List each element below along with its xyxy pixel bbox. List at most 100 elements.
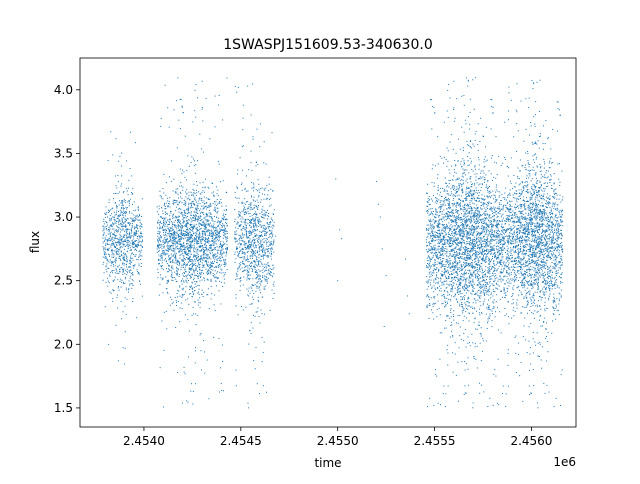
data-point bbox=[115, 236, 117, 238]
data-point bbox=[127, 245, 129, 247]
data-point bbox=[447, 344, 449, 346]
data-point bbox=[450, 250, 452, 252]
data-point bbox=[450, 308, 452, 310]
data-point bbox=[109, 229, 111, 231]
data-point bbox=[116, 231, 118, 233]
data-point bbox=[427, 192, 429, 194]
data-point bbox=[246, 273, 248, 275]
data-point bbox=[113, 198, 115, 200]
data-point bbox=[268, 270, 270, 272]
data-point bbox=[123, 234, 125, 236]
data-point bbox=[208, 398, 210, 400]
data-point bbox=[442, 244, 444, 246]
data-point bbox=[441, 261, 443, 263]
data-point bbox=[104, 240, 106, 242]
data-point bbox=[116, 187, 118, 189]
data-point bbox=[183, 250, 185, 252]
data-point bbox=[436, 214, 438, 216]
data-point bbox=[179, 307, 181, 309]
data-point bbox=[448, 84, 450, 86]
data-point bbox=[181, 251, 183, 253]
data-point bbox=[446, 301, 448, 303]
data-point bbox=[253, 196, 255, 198]
data-point bbox=[265, 243, 267, 245]
data-point bbox=[245, 211, 247, 213]
data-point bbox=[207, 224, 209, 226]
data-point bbox=[195, 265, 197, 267]
data-point bbox=[264, 189, 266, 191]
data-point bbox=[116, 242, 118, 244]
data-point bbox=[186, 400, 188, 402]
data-point bbox=[176, 222, 178, 224]
data-point bbox=[203, 291, 205, 293]
data-point bbox=[181, 105, 183, 107]
data-point bbox=[433, 249, 435, 251]
data-point bbox=[202, 221, 204, 223]
data-point bbox=[105, 266, 107, 268]
data-point bbox=[189, 202, 191, 204]
data-point bbox=[247, 269, 249, 271]
data-point bbox=[219, 263, 221, 265]
data-point bbox=[173, 254, 175, 256]
data-point bbox=[454, 218, 456, 220]
data-point bbox=[215, 229, 217, 231]
data-point bbox=[223, 226, 225, 228]
data-point bbox=[190, 226, 192, 228]
data-point bbox=[448, 211, 450, 213]
data-point bbox=[182, 278, 184, 280]
data-point bbox=[122, 271, 124, 273]
data-point bbox=[123, 234, 125, 236]
data-point bbox=[241, 252, 243, 254]
data-point bbox=[120, 300, 122, 302]
data-point bbox=[163, 203, 165, 205]
data-point bbox=[260, 246, 262, 248]
data-point bbox=[124, 240, 126, 242]
data-point bbox=[200, 215, 202, 217]
data-point bbox=[212, 243, 214, 245]
data-point bbox=[113, 260, 115, 262]
data-point bbox=[188, 204, 190, 206]
data-point bbox=[216, 239, 218, 241]
data-point bbox=[249, 212, 251, 214]
data-point bbox=[433, 249, 435, 251]
data-point bbox=[266, 251, 268, 253]
data-point bbox=[186, 221, 188, 223]
data-point bbox=[441, 282, 443, 284]
data-point bbox=[175, 248, 177, 250]
data-point bbox=[112, 300, 114, 302]
data-point bbox=[212, 236, 214, 238]
data-point bbox=[426, 307, 428, 309]
data-point bbox=[132, 273, 134, 275]
data-point bbox=[451, 219, 453, 221]
data-point bbox=[185, 223, 187, 225]
data-point bbox=[182, 214, 184, 216]
data-point bbox=[245, 233, 247, 235]
data-point bbox=[188, 208, 190, 210]
data-point bbox=[455, 231, 457, 233]
data-point bbox=[207, 288, 209, 290]
data-point bbox=[126, 190, 128, 192]
data-point bbox=[249, 246, 251, 248]
data-point bbox=[215, 237, 217, 239]
data-point bbox=[124, 347, 126, 349]
data-point bbox=[183, 214, 185, 216]
data-point bbox=[451, 265, 453, 267]
data-point bbox=[123, 241, 125, 243]
data-point bbox=[120, 224, 122, 226]
data-point bbox=[198, 239, 200, 241]
data-point bbox=[112, 207, 114, 209]
data-point bbox=[123, 240, 125, 242]
data-point bbox=[166, 263, 168, 265]
data-point bbox=[191, 241, 193, 243]
data-point bbox=[449, 309, 451, 311]
data-point bbox=[452, 262, 454, 264]
data-point bbox=[225, 251, 227, 253]
data-point bbox=[194, 238, 196, 240]
data-point bbox=[243, 213, 245, 215]
data-point bbox=[443, 200, 445, 202]
data-point bbox=[271, 253, 273, 255]
data-point bbox=[446, 193, 448, 195]
data-point bbox=[168, 255, 170, 256]
data-point bbox=[445, 226, 447, 228]
data-point bbox=[127, 218, 129, 220]
